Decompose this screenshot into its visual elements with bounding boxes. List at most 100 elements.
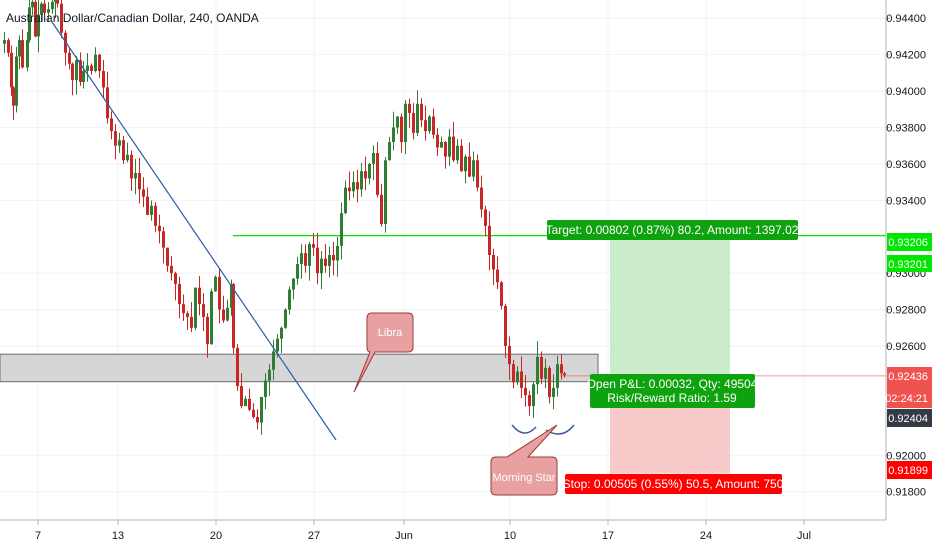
candle-body (412, 112, 415, 133)
y-tick-label: 0.93800 (886, 122, 926, 134)
candle-body (312, 244, 315, 248)
candle-body (364, 171, 367, 179)
candle-body (12, 87, 15, 106)
candle-body (210, 291, 213, 345)
candle-body (484, 209, 487, 226)
candle-body (174, 273, 177, 285)
morning-star-callout[interactable]: Morning Star (490, 424, 558, 496)
candle-body (198, 287, 201, 305)
candle-body (428, 116, 431, 132)
candle-body (392, 127, 395, 143)
candle-body (476, 160, 479, 188)
target-price-text: 0.93206 (888, 237, 928, 249)
target-label-group[interactable]: Target: 0.00802 (0.87%) 80.2, Amount: 13… (546, 220, 799, 240)
candle-body (464, 156, 467, 172)
candle-body (316, 247, 319, 274)
candle-body (436, 134, 439, 148)
current-price-text: 0.92436 (888, 371, 928, 383)
candle-body (456, 145, 459, 161)
candle-body (400, 116, 403, 143)
candle-body (21, 40, 24, 68)
candle-body (110, 118, 113, 132)
target-label: Target: 0.00802 (0.87%) 80.2, Amount: 13… (546, 223, 799, 237)
candle-body (146, 196, 149, 215)
candle-body (288, 289, 291, 310)
candle-body (138, 173, 141, 190)
candle-body (444, 142, 447, 157)
candle-body (416, 103, 419, 133)
candle-body (524, 387, 527, 396)
candle-body (432, 116, 435, 135)
candle-body (18, 40, 21, 57)
candle-body (10, 52, 13, 88)
candle-body (520, 371, 523, 388)
candle-body (232, 284, 235, 348)
stop-price-text: 0.91899 (888, 465, 928, 477)
candle-body (28, 7, 31, 41)
y-tick-label: 0.94400 (886, 13, 926, 25)
candle-body (86, 65, 89, 72)
morning-star-bubble (490, 424, 558, 496)
price-axis[interactable]: 0.94400 0.94200 0.94000 0.93800 0.93600 0.934… (885, 0, 932, 550)
x-tick-label: 20 (210, 530, 222, 542)
candle-body (368, 163, 371, 179)
stop-price-tag (887, 461, 932, 479)
candle-body (206, 316, 209, 345)
y-tick-label: 0.92000 (886, 450, 926, 462)
candle-body (384, 160, 387, 224)
candle-body (256, 417, 259, 423)
x-tick-label: 10 (504, 530, 516, 542)
candle-body (376, 152, 379, 195)
candle-body (79, 60, 82, 82)
candle-body (252, 409, 255, 418)
x-tick-label: 13 (112, 530, 124, 542)
candle-body (268, 369, 271, 381)
candle-body (75, 60, 78, 81)
x-tick-label: Jul (797, 530, 811, 542)
candle-body (480, 187, 483, 210)
x-ticks-layer: 7 13 20 27 Jun 10 17 24 Jul (35, 520, 811, 542)
stop-label-box (565, 474, 782, 494)
candle-body (71, 63, 74, 81)
morning-star-arc-left (511, 424, 537, 434)
target-price-tag-2 (887, 255, 932, 272)
y-tick-label: 0.94200 (886, 50, 926, 62)
libra-callout[interactable]: Libra (353, 312, 414, 393)
stop-label-group[interactable]: Stop: 0.00505 (0.55%) 50.5, Amount: 750 (563, 474, 784, 494)
candle-body (308, 244, 311, 266)
candle-body (60, 3, 63, 33)
candle-body (40, 3, 43, 15)
candle-body (158, 225, 161, 232)
libra-callout-bubble (353, 312, 414, 393)
candle-body (118, 140, 121, 146)
support-zone (0, 353, 599, 383)
candle-body (440, 142, 443, 148)
candle-body (332, 254, 335, 261)
zones-layer (0, 235, 886, 474)
candle-body (34, 1, 37, 37)
candle-body (348, 187, 351, 192)
candle-body (236, 347, 239, 387)
candle-body (202, 304, 205, 317)
time-axis[interactable]: 7 13 20 27 Jun 10 17 24 Jul (0, 519, 886, 542)
candle-body (508, 346, 511, 365)
candle-body (452, 136, 455, 161)
candle-body (7, 40, 10, 53)
candle-body (222, 309, 225, 321)
target-label-box (547, 220, 798, 240)
candle-body (122, 140, 125, 161)
candle-body (182, 304, 185, 314)
candle-body (154, 205, 157, 226)
pnl-label-group[interactable]: Open P&L: 0.00032, Qty: 49504 Risk/Rewar… (587, 374, 758, 408)
candle-body (37, 14, 40, 37)
entry-price-text: 0.92404 (888, 413, 928, 425)
candle-body (82, 71, 85, 82)
candle-body (408, 103, 411, 113)
candle-body (324, 258, 327, 266)
candle-body (540, 356, 543, 379)
candle-body (170, 265, 173, 274)
candle-body (272, 351, 275, 370)
